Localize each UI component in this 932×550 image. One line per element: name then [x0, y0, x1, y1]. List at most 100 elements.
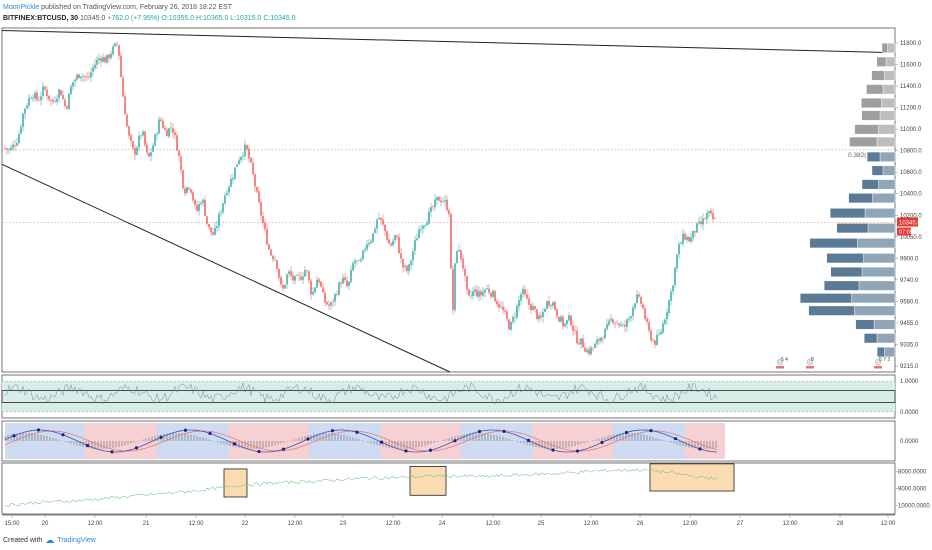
oscillator-bg-segment [629, 423, 637, 459]
candle-body [436, 196, 438, 201]
volume-profile-bar-down [849, 136, 878, 147]
candle-body [146, 144, 148, 153]
candle-body [180, 156, 182, 170]
candle-body [346, 280, 348, 286]
candle-body [664, 319, 666, 324]
candle-body [410, 260, 412, 266]
candle-body [62, 95, 64, 99]
oscillator-cross-dot [355, 430, 359, 434]
oscillator-bg-segment [261, 423, 269, 459]
candle-body [208, 224, 210, 228]
candle-body [458, 249, 460, 252]
candle-body [548, 300, 550, 306]
candle-body [354, 260, 356, 264]
candle-body [90, 72, 92, 78]
volume-profile-bar-up [882, 84, 896, 95]
candle-body [268, 244, 270, 250]
candle-body [344, 277, 346, 281]
candle-body [184, 188, 186, 194]
candle-body [630, 316, 632, 319]
candle-body [672, 285, 674, 292]
time-axis: 15:00 20 12:00 21 12:00 22 12:00 23 12:00 24 12:00… [4, 515, 896, 527]
candle-body [12, 144, 14, 149]
candle-body [608, 320, 610, 326]
cumulative-panel: -8000.0000 -9000.0000 -10000.0000 [4, 463, 930, 510]
candle-body [56, 98, 58, 102]
oscillator-cross-dot [134, 446, 139, 450]
candle-body [638, 294, 640, 297]
volume-profile-bar-up [879, 151, 896, 162]
oscillator-cross-dot [208, 431, 212, 436]
candle-body [136, 147, 138, 155]
candle-body [134, 148, 136, 155]
oscillator-bg-segment [477, 423, 485, 459]
candle-body [30, 98, 32, 99]
candle-body [68, 93, 70, 110]
candle-body [362, 250, 364, 260]
candle-body [26, 105, 28, 109]
candle-body [404, 265, 406, 267]
event-marker-flag [874, 366, 882, 369]
candle-body [122, 77, 124, 97]
candle-body [572, 325, 574, 331]
oscillator-bg-segment [285, 423, 293, 459]
candle-body [324, 292, 326, 303]
oscillator-bg-segment [485, 423, 493, 459]
oscillator-bg-segment [213, 423, 221, 459]
tradingview-brand[interactable]: TradingView [57, 537, 96, 544]
candle-body [124, 96, 126, 115]
candle-body [152, 145, 154, 152]
oscillator-bg-segment [317, 423, 325, 459]
candle-body [304, 270, 306, 277]
candle-body [110, 53, 112, 58]
candle-body [386, 231, 388, 240]
candle-body [18, 133, 20, 143]
candle-body [154, 134, 156, 146]
oscillator-cross-dot [502, 429, 506, 433]
candle-body [188, 187, 190, 190]
volume-profile-bar-up [884, 347, 896, 357]
oscillator-bg-segment [333, 423, 341, 459]
author-link[interactable]: MoonPickle [3, 4, 40, 11]
price-tick-label: 10800.0 [900, 149, 922, 155]
candle-body [40, 96, 42, 101]
volume-profile-bar-down [848, 193, 873, 204]
candle-body [54, 101, 56, 102]
candle-body [710, 210, 712, 214]
countdown-badge [897, 227, 911, 236]
candle-body [562, 316, 564, 327]
candle-body [150, 152, 152, 156]
oscillator-bg-segment [653, 423, 661, 459]
oscillator-bg-segment [605, 423, 613, 459]
time-tick-label: 12:00 [188, 521, 204, 527]
candle-body [138, 135, 140, 148]
time-tick-label: 20 [42, 521, 49, 527]
candle-body [352, 263, 354, 271]
candle-body [350, 270, 352, 282]
candle-body [142, 131, 144, 136]
candle-body [518, 300, 520, 307]
time-tick-label: 28 [837, 521, 844, 527]
oscillator-bg-segment [557, 423, 565, 459]
candle-body [310, 280, 312, 295]
candle-body [256, 187, 258, 192]
candle-body [334, 293, 336, 302]
oscillator-cross-dot [551, 448, 555, 452]
candle-body [148, 152, 150, 157]
countdown-label: 07:05 [899, 230, 913, 236]
volume-profile-bar-up [872, 193, 896, 204]
oscillator-cross-dot [281, 447, 286, 451]
candle-body [712, 212, 714, 220]
candle-body [534, 305, 536, 309]
candle-body [194, 200, 196, 205]
event-marker-icon [874, 358, 882, 366]
candle-body [582, 338, 584, 348]
oscillator-bg-segment [645, 423, 653, 459]
candle-body [132, 141, 134, 149]
candle-body [698, 221, 700, 224]
candle-body [484, 289, 486, 293]
candle-body [618, 323, 620, 326]
oscillator-cross-dot [477, 429, 482, 434]
event-marker-flag [806, 366, 814, 369]
